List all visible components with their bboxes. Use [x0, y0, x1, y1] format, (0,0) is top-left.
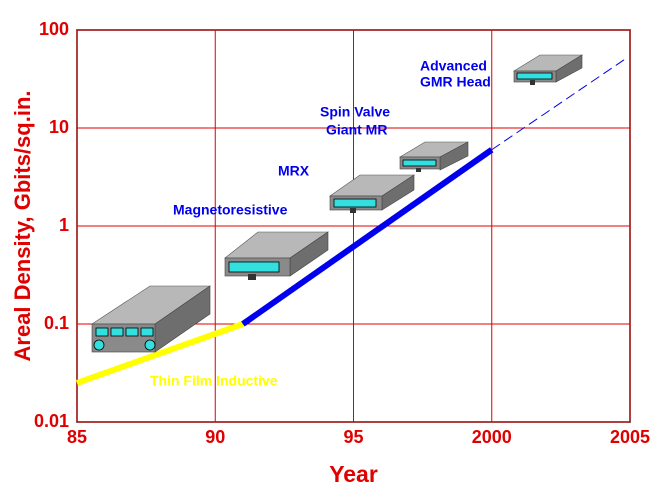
y-tick-label: 1	[59, 215, 69, 235]
head-icon	[224, 231, 329, 280]
head-icon	[329, 174, 416, 213]
x-tick-label: 2000	[472, 427, 512, 447]
x-tick-label: 90	[205, 427, 225, 447]
annotation: GMR Head	[420, 74, 491, 90]
head-icons	[90, 54, 584, 353]
y-axis-label: Areal Density, Gbits/sq.in.	[10, 91, 35, 362]
head-icon	[90, 285, 211, 353]
x-axis-label: Year	[329, 461, 378, 487]
annotation: Spin Valve	[320, 104, 390, 120]
series-line	[491, 59, 625, 151]
x-tick-label: 95	[343, 427, 363, 447]
annotation: Magnetoresistive	[173, 202, 288, 218]
series-line	[75, 321, 244, 386]
x-tick-label: 85	[67, 427, 87, 447]
head-icon	[512, 54, 584, 85]
annotation: MRX	[278, 163, 310, 179]
y-tick-label: 0.1	[44, 313, 69, 333]
y-tick-label: 10	[49, 117, 69, 137]
annotation: Advanced	[420, 58, 487, 74]
head-icon	[398, 141, 469, 172]
y-tick-label: 100	[39, 19, 69, 39]
series-line	[241, 147, 494, 327]
annotation: Giant MR	[326, 122, 387, 138]
x-tick-label: 2005	[610, 427, 650, 447]
annotation: Thin Film Inductive	[150, 373, 278, 389]
y-tick-label: 0.01	[34, 411, 69, 431]
